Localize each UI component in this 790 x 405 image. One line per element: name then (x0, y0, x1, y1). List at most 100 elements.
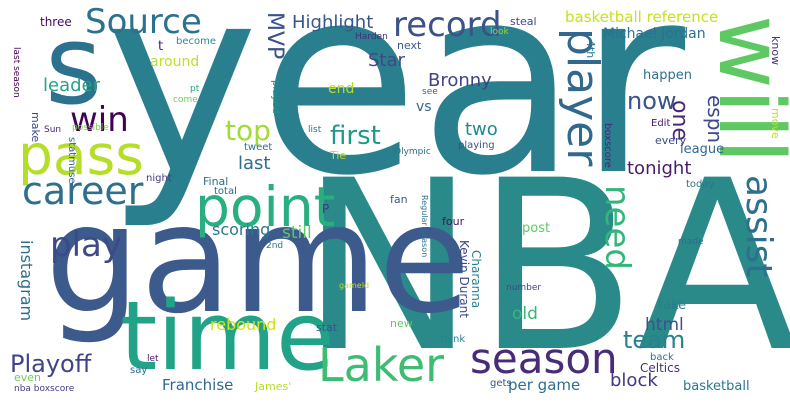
word-two: two (465, 119, 498, 140)
word-now: now (627, 87, 677, 115)
word-laker: Laker (318, 338, 445, 392)
word-team: team (623, 326, 686, 354)
word-end: end (328, 81, 355, 97)
word-steal: steal (510, 15, 537, 28)
word-post: post (522, 221, 551, 236)
word-james: James' (255, 380, 292, 393)
word-three: three (40, 15, 72, 29)
word-see: see (422, 87, 438, 97)
word-total: total (214, 186, 237, 197)
word-player: player (557, 28, 608, 167)
word-new: new (390, 317, 413, 330)
word-pt: pt (190, 84, 200, 94)
word-michael-jordan: Michael Jordan (603, 26, 706, 42)
word-t: t (158, 39, 164, 54)
word-win: win (70, 100, 129, 140)
word-basketball: basketball (683, 379, 750, 394)
word-let: let (147, 354, 159, 364)
word-move: move (769, 108, 782, 139)
word-look: look (490, 27, 509, 37)
word-happen: happen (643, 68, 692, 83)
word-regular-season: Regular Season (420, 195, 429, 258)
word-celtics: Celtics (640, 361, 680, 375)
word-played: played (270, 80, 281, 114)
word-source: Source (85, 2, 202, 42)
word-last: last (238, 153, 271, 174)
word-final: Final (203, 175, 229, 188)
word-say: say (130, 365, 148, 376)
word-fan: fan (390, 193, 408, 206)
word-think: think (440, 334, 466, 345)
word-per-game: per game (508, 376, 581, 394)
word-mvp: MVP (262, 12, 287, 60)
word-top: top (225, 114, 271, 147)
word-star: Star (368, 50, 405, 71)
word-season: season (470, 334, 618, 383)
word-basketball-reference: basketball reference (565, 8, 719, 26)
word-tonight: tonight (627, 158, 692, 179)
word-first: first (330, 121, 381, 151)
word-time: time (120, 282, 335, 392)
word-stat: stat (316, 321, 338, 334)
word-statmuse: statmuse (66, 137, 77, 184)
word-need: need (597, 185, 637, 270)
word-record: record (393, 5, 502, 45)
word-html: html (645, 315, 684, 335)
word-s: s (45, 1, 103, 129)
word-number: number (506, 283, 542, 293)
word-old: old (512, 304, 538, 324)
word-harden: Harden (355, 32, 388, 42)
word-possible: possible (72, 123, 109, 133)
word-nba-boxscore: nba boxscore (14, 384, 75, 394)
word-p: P (322, 202, 330, 216)
word-playing: playing (458, 140, 495, 151)
word-tweet: tweet (244, 142, 273, 153)
word-today: today (686, 179, 715, 190)
word-back: back (650, 352, 674, 363)
word-scoring: scoring (212, 220, 271, 239)
word-gets: gets (490, 378, 512, 389)
word-know: know (769, 36, 782, 66)
word-still: still (282, 223, 312, 243)
word-last-season: last season (11, 47, 21, 98)
word-sun: Sun (44, 125, 62, 135)
word-four: four (442, 215, 465, 228)
word-league: league (680, 142, 725, 157)
word-become: become (176, 36, 217, 47)
word-every: every (655, 134, 687, 147)
word-point: point (195, 175, 336, 239)
word-made: made (678, 237, 704, 247)
word-block: block (610, 370, 658, 391)
word-tie: Tie (330, 149, 347, 162)
word-around: around (150, 54, 200, 70)
word-edit: Edit (651, 118, 671, 129)
word-take: take (658, 298, 687, 313)
word-charanna: Charanna (469, 250, 483, 309)
word-play: play (50, 225, 122, 265)
word-rebound: rebound (210, 315, 277, 334)
word-pass: pass (18, 123, 144, 187)
word-vs: vs (416, 99, 432, 115)
word-nba: NBA (300, 131, 790, 404)
word-instagram: instagram (17, 240, 36, 322)
word-assist: assist (738, 175, 779, 278)
word-leader: leader (43, 75, 101, 96)
word-year: year (105, 0, 686, 233)
word-bronny: Bronny (428, 70, 492, 91)
word-highlight: Highlight (292, 12, 374, 33)
word-career: career (22, 169, 144, 213)
word-boxscore: boxscore (602, 123, 613, 168)
word-night: night (146, 173, 172, 184)
word-2nd: 2nd (266, 241, 284, 251)
word-game: game (45, 173, 471, 347)
word-list: list (308, 125, 322, 135)
word-next: next (397, 39, 422, 52)
word-come: come (173, 95, 198, 105)
word-4th: 4th (584, 40, 597, 59)
word-playoff: Playoff (10, 350, 92, 378)
word-even: even (14, 371, 42, 384)
word-make: make (29, 112, 42, 143)
word-olympic: Olympic (394, 147, 431, 157)
word-franchise: Franchise (162, 376, 234, 394)
